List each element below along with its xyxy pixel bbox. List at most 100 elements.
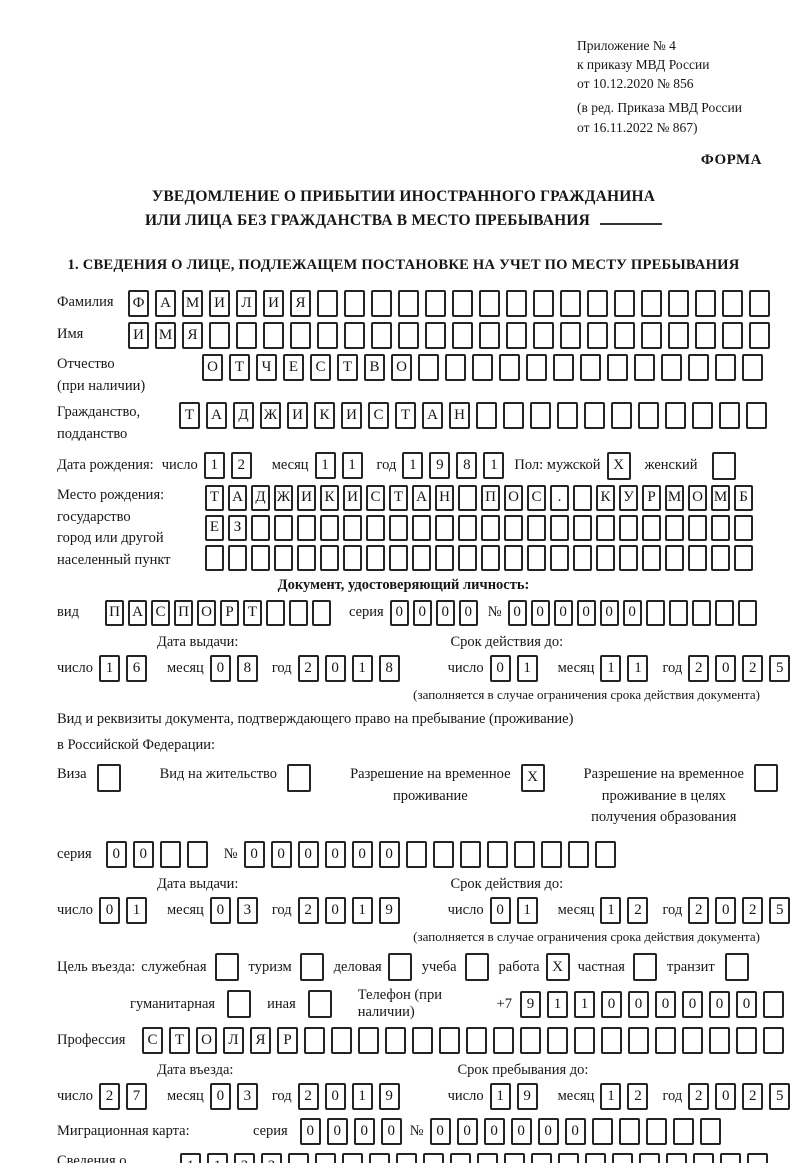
char-box[interactable]: 1 — [600, 1083, 622, 1111]
char-box[interactable]: 0 — [380, 1118, 402, 1146]
char-box[interactable] — [714, 599, 734, 626]
char-box[interactable]: 0 — [736, 990, 757, 1018]
char-box[interactable] — [506, 289, 527, 317]
char-box[interactable]: К — [314, 402, 335, 430]
char-box[interactable]: 1 — [489, 1083, 511, 1111]
char-box[interactable]: Т — [169, 1027, 190, 1055]
char-box[interactable]: 9 — [378, 1083, 400, 1111]
char-box[interactable] — [513, 841, 535, 869]
char-box[interactable] — [486, 841, 508, 869]
char-box[interactable]: 1 — [341, 452, 363, 480]
char-box[interactable]: Т — [205, 484, 224, 511]
char-box[interactable]: Ж — [274, 484, 293, 511]
char-box[interactable]: 1 — [600, 897, 622, 925]
char-box[interactable] — [645, 1118, 667, 1146]
char-box[interactable]: 2 — [230, 452, 252, 480]
char-box[interactable] — [736, 1027, 757, 1055]
char-box[interactable] — [573, 484, 592, 511]
char-box[interactable]: С — [527, 484, 546, 511]
char-box[interactable]: 2 — [297, 897, 319, 925]
purpose-official-checkbox[interactable] — [214, 953, 239, 982]
char-box[interactable] — [655, 1027, 676, 1055]
char-box[interactable] — [530, 402, 551, 430]
char-box[interactable]: 1 — [627, 654, 649, 682]
char-box[interactable] — [639, 1153, 660, 1163]
char-box[interactable] — [418, 353, 439, 381]
char-box[interactable] — [734, 514, 753, 541]
char-box[interactable]: И — [297, 484, 316, 511]
char-box[interactable] — [560, 321, 581, 349]
char-box[interactable] — [645, 599, 665, 626]
char-box[interactable]: 8 — [236, 654, 258, 682]
char-box[interactable] — [749, 289, 770, 317]
char-box[interactable]: И — [343, 484, 362, 511]
char-box[interactable] — [263, 321, 284, 349]
char-box[interactable]: И — [341, 402, 362, 430]
char-box[interactable] — [695, 289, 716, 317]
char-box[interactable]: 7 — [125, 1083, 147, 1111]
char-box[interactable] — [560, 289, 581, 317]
char-box[interactable] — [763, 990, 784, 1018]
char-box[interactable] — [290, 321, 311, 349]
char-box[interactable] — [371, 321, 392, 349]
purpose-transit-checkbox[interactable] — [724, 953, 749, 982]
char-box[interactable] — [722, 321, 743, 349]
char-box[interactable]: . — [550, 484, 569, 511]
char-box[interactable]: 1 — [98, 654, 120, 682]
char-box[interactable] — [481, 544, 500, 571]
char-box[interactable]: О — [504, 484, 523, 511]
char-box[interactable] — [435, 514, 454, 541]
char-box[interactable] — [236, 321, 257, 349]
char-box[interactable]: 2 — [297, 654, 319, 682]
char-box[interactable]: Ф — [128, 289, 149, 317]
char-box[interactable] — [594, 841, 616, 869]
char-box[interactable] — [450, 1153, 471, 1163]
char-box[interactable]: 1 — [402, 452, 424, 480]
char-box[interactable]: О — [196, 1027, 217, 1055]
char-box[interactable]: П — [105, 599, 124, 626]
char-box[interactable] — [619, 514, 638, 541]
char-box[interactable] — [567, 841, 589, 869]
char-box[interactable] — [452, 289, 473, 317]
char-box[interactable]: 5 — [769, 1083, 791, 1111]
char-box[interactable]: Б — [734, 484, 753, 511]
char-box[interactable]: 0 — [351, 841, 373, 869]
char-box[interactable]: 2 — [261, 1153, 282, 1163]
char-box[interactable]: И — [209, 289, 230, 317]
char-box[interactable]: 9 — [429, 452, 451, 480]
char-box[interactable] — [668, 599, 688, 626]
char-box[interactable]: 2 — [742, 654, 764, 682]
char-box[interactable]: 1 — [516, 897, 538, 925]
char-box[interactable]: 0 — [458, 599, 478, 626]
char-box[interactable]: 1 — [207, 1153, 228, 1163]
char-box[interactable] — [405, 841, 427, 869]
purpose-humanitarian-checkbox[interactable] — [227, 990, 252, 1019]
char-box[interactable] — [289, 599, 308, 626]
char-box[interactable]: Р — [642, 484, 661, 511]
char-box[interactable]: 0 — [682, 990, 703, 1018]
char-box[interactable] — [159, 841, 181, 869]
char-box[interactable]: 0 — [378, 841, 400, 869]
char-box[interactable]: 0 — [715, 654, 737, 682]
char-box[interactable] — [477, 1153, 498, 1163]
char-box[interactable] — [251, 514, 270, 541]
char-box[interactable]: Т — [243, 599, 262, 626]
char-box[interactable]: 0 — [715, 897, 737, 925]
char-box[interactable]: 0 — [412, 599, 432, 626]
char-box[interactable] — [550, 544, 569, 571]
char-box[interactable] — [614, 289, 635, 317]
char-box[interactable] — [628, 1027, 649, 1055]
char-box[interactable]: 0 — [601, 990, 622, 1018]
char-box[interactable] — [585, 1153, 606, 1163]
char-box[interactable]: 0 — [389, 599, 409, 626]
char-box[interactable] — [493, 1027, 514, 1055]
char-box[interactable] — [297, 544, 316, 571]
char-box[interactable] — [682, 1027, 703, 1055]
purpose-work-checkbox[interactable]: X — [545, 953, 570, 982]
char-box[interactable]: 0 — [324, 654, 346, 682]
temp-residence-checkbox[interactable]: X — [520, 763, 545, 792]
char-box[interactable] — [531, 1153, 552, 1163]
char-box[interactable] — [205, 544, 224, 571]
char-box[interactable] — [343, 544, 362, 571]
char-box[interactable] — [715, 353, 736, 381]
